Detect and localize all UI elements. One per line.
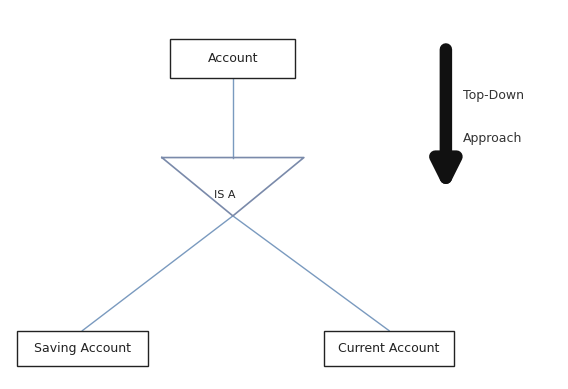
Text: Top-Down: Top-Down	[463, 89, 524, 102]
FancyBboxPatch shape	[170, 39, 295, 78]
FancyBboxPatch shape	[17, 331, 148, 366]
Text: Current Account: Current Account	[339, 342, 440, 355]
Text: Account: Account	[208, 52, 258, 65]
Text: IS A: IS A	[214, 189, 235, 200]
FancyBboxPatch shape	[324, 331, 454, 366]
Text: Approach: Approach	[463, 131, 523, 145]
Text: Saving Account: Saving Account	[34, 342, 131, 355]
